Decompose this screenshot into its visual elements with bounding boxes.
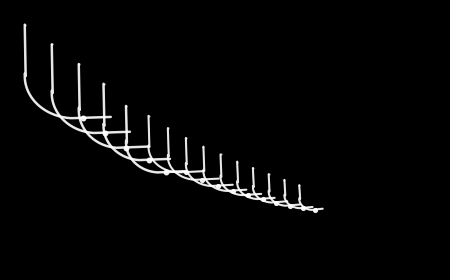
Text: Before: Before [96,259,147,273]
Text: After: After [230,259,269,273]
